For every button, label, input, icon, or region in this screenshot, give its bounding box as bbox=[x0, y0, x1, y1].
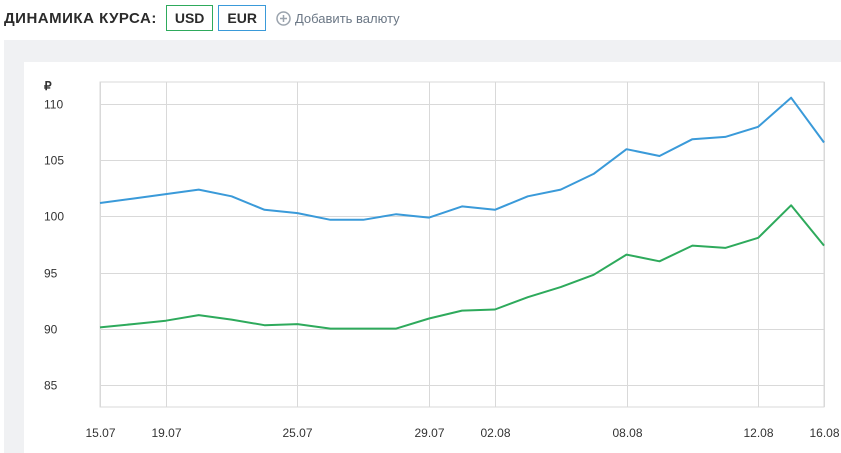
y-tick-label: 105 bbox=[44, 154, 64, 168]
add-currency-button[interactable]: Добавить валюту bbox=[276, 11, 400, 26]
plot-frame bbox=[99, 81, 825, 408]
x-tick-label: 25.07 bbox=[282, 426, 312, 440]
eur-toggle-button[interactable]: EUR bbox=[218, 5, 266, 31]
x-tick-label: 29.07 bbox=[414, 426, 444, 440]
x-tick-label: 19.07 bbox=[151, 426, 181, 440]
x-tick-label: 02.08 bbox=[480, 426, 510, 440]
x-tick-label: 12.08 bbox=[743, 426, 773, 440]
chart-header: ДИНАМИКА КУРСА: USD EUR Добавить валюту bbox=[4, 4, 400, 32]
page-title: ДИНАМИКА КУРСА: bbox=[4, 9, 157, 27]
y-axis-label: ₽ bbox=[44, 79, 52, 93]
y-tick-label: 90 bbox=[44, 323, 58, 337]
chart-card bbox=[24, 62, 841, 453]
x-tick-label: 15.07 bbox=[85, 426, 115, 440]
y-tick-label: 85 bbox=[44, 379, 58, 393]
series-line-eur bbox=[99, 96, 825, 221]
plus-circle-icon bbox=[276, 10, 291, 26]
series-line-usd bbox=[99, 204, 825, 330]
y-tick-label: 100 bbox=[44, 210, 64, 224]
x-tick-label: 16.08 bbox=[809, 426, 839, 440]
y-tick-label: 110 bbox=[44, 98, 63, 112]
add-currency-label: Добавить валюту bbox=[294, 10, 400, 26]
usd-toggle-button[interactable]: USD bbox=[165, 5, 214, 31]
y-tick-label: 95 bbox=[44, 267, 58, 281]
x-tick-label: 08.08 bbox=[612, 426, 642, 440]
